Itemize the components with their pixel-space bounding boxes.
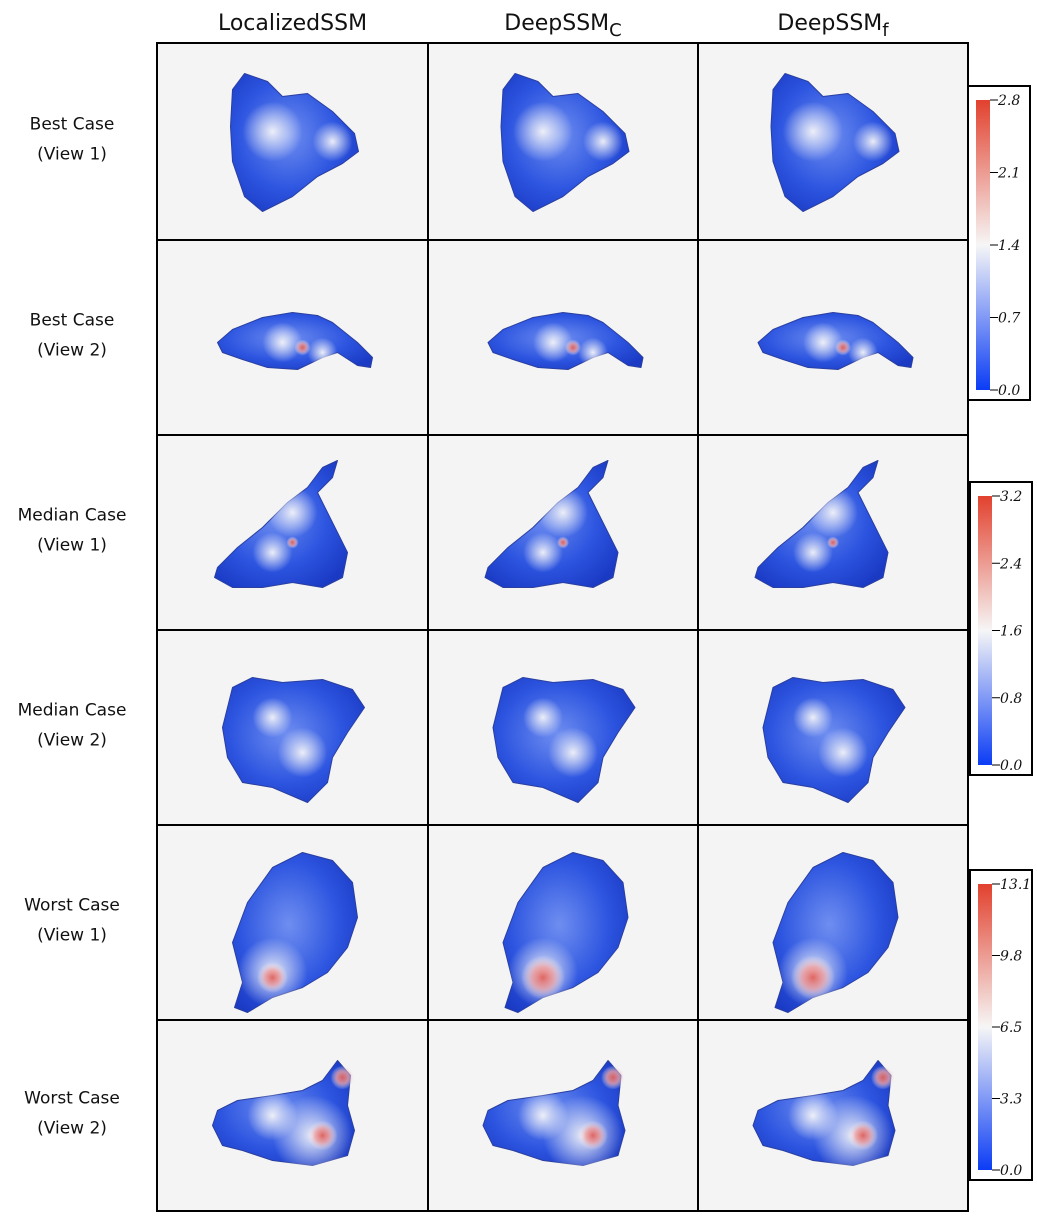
colorbar-tick-label: 2.8 bbox=[997, 93, 1020, 109]
mesh-highlight bbox=[243, 102, 303, 162]
mesh-highlight bbox=[278, 728, 328, 778]
mesh-error-spot bbox=[578, 1121, 608, 1151]
mesh-highlight bbox=[538, 488, 588, 538]
mesh-error-spot bbox=[331, 1066, 355, 1090]
column-header: DeepSSMf bbox=[777, 11, 889, 41]
colorbar bbox=[976, 100, 990, 390]
header-text: DeepSSM bbox=[504, 11, 609, 36]
mesh-highlight bbox=[548, 728, 598, 778]
colorbar-tick-label: 13.1 bbox=[1000, 877, 1031, 893]
header-subscript: C bbox=[609, 20, 622, 41]
mesh-error-spot bbox=[287, 537, 299, 549]
mesh-error-spot bbox=[308, 1121, 338, 1151]
mesh-highlight bbox=[518, 1091, 568, 1141]
mesh-highlight bbox=[793, 533, 833, 573]
mesh-highlight bbox=[268, 488, 318, 538]
mesh-highlight bbox=[853, 122, 893, 162]
colorbar-tick-label: 3.3 bbox=[1000, 1092, 1022, 1108]
row-label: (View 2) bbox=[37, 1119, 107, 1139]
mesh-highlight bbox=[788, 1091, 838, 1141]
header-text: LocalizedSSM bbox=[218, 11, 367, 36]
colorbar-tick-label: 0.0 bbox=[1000, 1163, 1022, 1179]
column-header: LocalizedSSM bbox=[218, 11, 367, 36]
mesh-error-spot bbox=[835, 340, 851, 356]
header-text: DeepSSM bbox=[777, 11, 882, 36]
row-label: (View 1) bbox=[37, 926, 107, 946]
colorbar-tick-label: 3.2 bbox=[1000, 489, 1022, 505]
mesh-highlight bbox=[248, 1091, 298, 1141]
mesh-error-spot bbox=[557, 537, 569, 549]
header-subscript: f bbox=[882, 20, 889, 41]
row-label: (View 1) bbox=[37, 145, 107, 165]
mesh-highlight bbox=[313, 122, 353, 162]
colorbar-tick-label: 9.8 bbox=[1000, 949, 1022, 965]
colorbar bbox=[978, 496, 992, 765]
row-label: Best Case bbox=[30, 115, 115, 135]
colorbar-tick-label: 0.7 bbox=[998, 311, 1020, 327]
row-label: Best Case bbox=[30, 311, 115, 331]
colorbar-tick-label: 0.8 bbox=[1000, 691, 1022, 707]
column-header: DeepSSMC bbox=[504, 11, 621, 41]
row-label: Median Case bbox=[18, 506, 127, 526]
colorbar-tick-label: 1.6 bbox=[1000, 624, 1022, 640]
row-label: Median Case bbox=[18, 701, 127, 721]
row-label: (View 1) bbox=[37, 536, 107, 556]
colorbar-tick-label: 2.4 bbox=[999, 556, 1022, 572]
row-label: (View 2) bbox=[37, 341, 107, 361]
mesh-highlight bbox=[523, 698, 563, 738]
mesh-highlight bbox=[818, 728, 868, 778]
mesh-error-spot bbox=[871, 1066, 895, 1090]
figure: LocalizedSSMDeepSSMCDeepSSMfBest Case(Vi… bbox=[0, 0, 1037, 1213]
colorbar-tick-label: 6.5 bbox=[1000, 1020, 1022, 1036]
mesh-highlight bbox=[253, 698, 293, 738]
colorbar-tick-label: 0.0 bbox=[998, 383, 1020, 399]
mesh-highlight bbox=[513, 102, 573, 162]
mesh-highlight bbox=[253, 533, 293, 573]
row-label: Worst Case bbox=[24, 896, 120, 916]
row-label: (View 2) bbox=[37, 731, 107, 751]
mesh-highlight bbox=[583, 122, 623, 162]
row-label: Worst Case bbox=[24, 1089, 120, 1109]
mesh-highlight bbox=[578, 338, 608, 368]
mesh-error-spot bbox=[521, 956, 565, 1000]
mesh-highlight bbox=[808, 488, 858, 538]
colorbar-tick-label: 1.4 bbox=[998, 238, 1020, 254]
mesh-error-spot bbox=[791, 956, 835, 1000]
mesh-error-spot bbox=[295, 340, 311, 356]
mesh-highlight bbox=[308, 338, 338, 368]
mesh-error-spot bbox=[565, 340, 581, 356]
mesh-error-spot bbox=[257, 962, 288, 993]
mesh-highlight bbox=[523, 533, 563, 573]
colorbar bbox=[978, 884, 992, 1170]
mesh-error-spot bbox=[827, 537, 839, 549]
mesh-error-spot bbox=[848, 1121, 878, 1151]
mesh-highlight bbox=[793, 698, 833, 738]
mesh-error-spot bbox=[601, 1066, 625, 1090]
mesh-highlight bbox=[783, 102, 843, 162]
colorbar-tick-label: 2.1 bbox=[997, 166, 1020, 182]
colorbar-tick-label: 0.0 bbox=[1000, 758, 1022, 774]
mesh-highlight bbox=[848, 338, 878, 368]
